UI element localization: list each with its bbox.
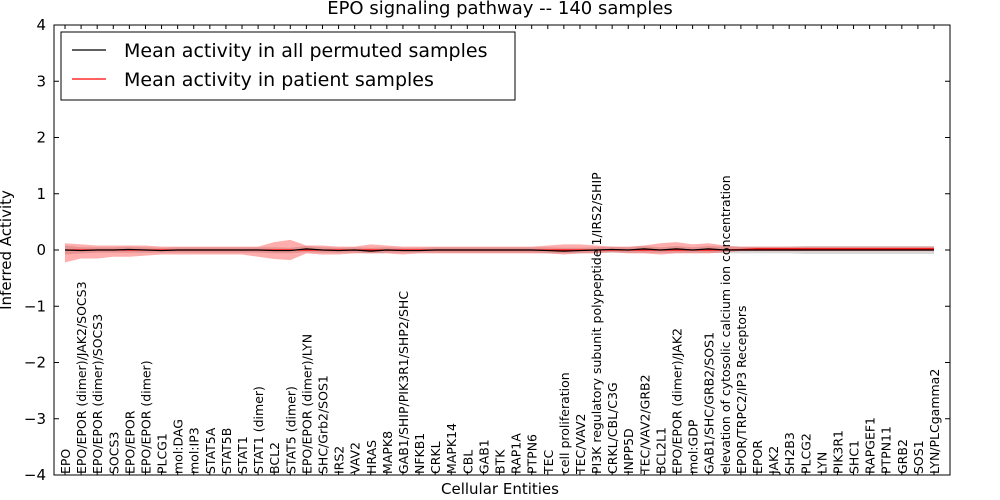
- x-tick-label: TEC: [541, 449, 556, 475]
- x-tick-label: INPP5D: [621, 428, 636, 474]
- chart-title: EPO signaling pathway -- 140 samples: [327, 0, 673, 19]
- x-tick-label: BCL2L1: [653, 427, 668, 474]
- x-tick-label: TEC/VAV2/GRB2: [637, 374, 652, 475]
- x-tick-label: STAT1: [235, 436, 250, 474]
- x-tick-label: EPOR/TRPC2/IP3 Receptors: [734, 305, 749, 474]
- x-tick-label: STAT1 (dimer): [251, 386, 266, 474]
- x-tick-label: LYN: [814, 452, 829, 474]
- y-tick-label: −3: [24, 410, 46, 428]
- x-tick-label: MAPK14: [444, 423, 459, 474]
- x-tick-label: EPO: [58, 449, 73, 474]
- x-tick-label: STAT5 (dimer): [283, 386, 298, 474]
- x-tick-label: PTPN6: [525, 434, 540, 474]
- x-tick-label: CBL: [460, 450, 475, 474]
- x-tick-label: BCL2: [267, 442, 282, 474]
- x-tick-label: SHC1: [847, 440, 862, 474]
- x-tick-label: VAV2: [348, 442, 363, 474]
- x-tick-label: SOCS3: [106, 432, 121, 474]
- y-tick-label: −2: [24, 354, 46, 372]
- x-axis-label: Cellular Entities: [441, 480, 559, 498]
- x-tick-label: EPO/EPOR (dimer): [138, 360, 153, 474]
- x-tick-label: GAB1/SHC/GRB2/SOS1: [702, 332, 717, 474]
- x-tick-label: GAB1/SHIP/PIK3R1/SHP2/SHC: [396, 291, 411, 474]
- patient-band: [65, 239, 934, 263]
- x-tick-label: RAPGEF1: [863, 417, 878, 474]
- x-tick-label: TEC/VAV2: [573, 414, 588, 475]
- x-tick-label: GRB2: [895, 439, 910, 474]
- x-tick-label: PLCG2: [798, 433, 813, 474]
- y-tick-label: −4: [24, 466, 46, 484]
- x-tick-label: EPOR: [750, 440, 765, 474]
- x-axis-ticks: EPO EPO/EPOR (dimer)/JAK2/SOCS3 EPO/EPOR (…: [58, 25, 942, 475]
- x-tick-label: RAP1A: [509, 433, 524, 474]
- y-axis-ticks: −4 −3 −2 −1 0 1 2 3 4: [24, 16, 950, 484]
- x-tick-label: MAPK8: [380, 431, 395, 474]
- x-tick-label: SH2B3: [782, 432, 797, 474]
- x-tick-label: HRAS: [364, 440, 379, 474]
- x-tick-label: CRKL: [428, 441, 443, 474]
- x-tick-label: PLCG1: [155, 433, 170, 474]
- x-tick-label: STAT5A: [203, 427, 218, 474]
- x-tick-label: SOS1: [911, 440, 926, 474]
- x-tick-label: PI3K regulatory subunit polypeptide 1/IR…: [589, 172, 604, 474]
- y-tick-label: 3: [36, 72, 46, 90]
- plot-frame: [53, 24, 951, 476]
- legend-box: [60, 31, 516, 101]
- x-tick-label: EPO/EPOR (dimer)/JAK2/SOCS3: [74, 281, 89, 474]
- x-tick-label: NFKB1: [412, 433, 427, 474]
- legend-label-patient: Mean activity in patient samples: [124, 69, 434, 91]
- x-tick-label: cell proliferation: [557, 372, 572, 474]
- x-tick-label: EPO/EPOR (dimer)/LYN: [299, 334, 314, 474]
- x-tick-label: EPO/EPOR: [122, 410, 137, 474]
- x-tick-label: CRKL/CBL/C3G: [605, 382, 620, 474]
- x-tick-label: PTPN11: [879, 426, 894, 474]
- x-tick-label: JAK2: [766, 446, 781, 475]
- x-tick-label: EPO/EPOR (dimer)/JAK2: [670, 328, 685, 474]
- permuted-line: [64, 248, 934, 252]
- x-tick-label: EPO/EPOR (dimer)/SOCS3: [90, 314, 105, 474]
- y-tick-label: 0: [36, 241, 46, 259]
- x-tick-label: GAB1: [476, 439, 491, 474]
- legend: Mean activity in all permuted samples Me…: [60, 31, 516, 101]
- x-tick-label: PIK3R1: [830, 430, 845, 474]
- x-tick-label: IRS2: [332, 446, 347, 474]
- y-axis-label: Inferred Activity: [0, 190, 15, 310]
- x-tick-label: mol:GDP: [686, 419, 701, 474]
- series-lines: [64, 248, 934, 252]
- x-tick-label: SHC/Grb2/SOS1: [315, 375, 330, 474]
- y-tick-label: −1: [24, 297, 46, 315]
- confidence-bands: [65, 239, 934, 263]
- x-tick-label: LYN/PLCgamma2: [927, 369, 942, 474]
- y-tick-label: 1: [36, 185, 46, 203]
- y-tick-label: 4: [36, 16, 46, 34]
- x-tick-label: mol:DAG: [171, 419, 186, 474]
- x-tick-label: BTK: [493, 449, 508, 474]
- x-tick-label: elevation of cytosolic calcium ion conce…: [718, 175, 733, 474]
- x-tick-label: STAT5B: [219, 428, 234, 474]
- x-tick-label: mol:IP3: [187, 427, 202, 474]
- legend-label-permuted: Mean activity in all permuted samples: [124, 40, 487, 62]
- y-tick-label: 2: [36, 129, 46, 147]
